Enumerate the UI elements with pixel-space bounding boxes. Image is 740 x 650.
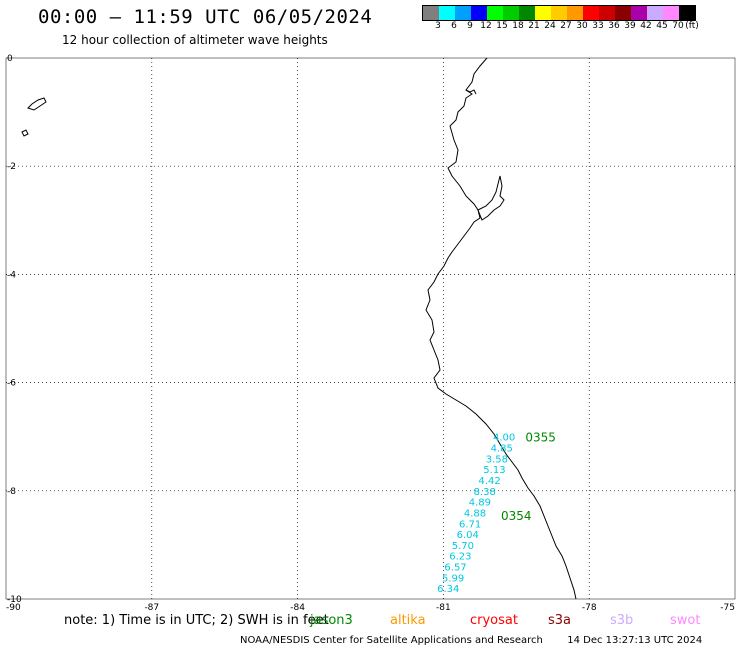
legend-label: 33 <box>592 21 604 31</box>
render-timestamp: 14 Dec 13:27:13 UTC 2024 <box>567 635 703 646</box>
legend-label: 12 <box>480 21 492 31</box>
track-time-label: 0354 <box>501 509 532 523</box>
wave-height-label: 5.13 <box>483 465 505 476</box>
legend-label: 27 <box>560 21 572 31</box>
wave-height-values: 4.004.853.585.134.428.384.894.886.716.04… <box>437 433 515 595</box>
legend-swatch <box>455 6 471 20</box>
wave-height-label: 5.99 <box>442 573 464 584</box>
page-title: 00:00 – 11:59 UTC 06/05/2024 <box>38 6 373 28</box>
satellite-name: jason3 <box>310 613 353 628</box>
lat-tick-label: -4 <box>7 270 16 280</box>
coastline-south-america <box>425 57 577 600</box>
legend-swatch <box>503 6 519 20</box>
wave-height-label: 4.88 <box>464 508 486 519</box>
legend-swatch <box>567 6 583 20</box>
wave-height-label: 4.42 <box>478 476 500 487</box>
lon-tick-label: -75 <box>720 603 735 610</box>
legend-swatch <box>679 6 695 20</box>
legend-label: 18 <box>512 21 524 31</box>
legend-label: 9 <box>467 21 473 31</box>
credit-org: NOAA/NESDIS Center for Satellite Applica… <box>240 635 543 646</box>
wave-height-label: 5.70 <box>452 541 474 552</box>
lat-tick-label: -10 <box>7 595 22 605</box>
coastline-gulf-of-guayaquil <box>477 175 505 221</box>
wave-height-label: 6.04 <box>457 530 479 541</box>
legend-unit: (ft) <box>685 21 699 31</box>
map-frame <box>5 57 736 600</box>
satellite-name: cryosat <box>470 613 518 628</box>
lat-tick-label: -2 <box>7 162 16 172</box>
lon-tick-label: -84 <box>290 603 305 610</box>
wave-height-label: 4.85 <box>491 444 513 455</box>
footer-note: note: 1) Time is in UTC; 2) SWH is in fe… <box>64 613 329 628</box>
lon-tick-label: -81 <box>436 603 451 610</box>
color-legend <box>422 5 696 21</box>
legend-label: 30 <box>576 21 588 31</box>
legend-swatch <box>551 6 567 20</box>
legend-label: 36 <box>608 21 620 31</box>
legend-label: 21 <box>528 21 540 31</box>
track-time-label: 0355 <box>525 431 556 445</box>
legend-label: 3 <box>435 21 441 31</box>
legend-swatch <box>615 6 631 20</box>
wave-height-label: 8.38 <box>474 487 496 498</box>
legend-swatch <box>471 6 487 20</box>
lon-tick-label: -87 <box>144 603 159 610</box>
legend-swatch <box>519 6 535 20</box>
credit-line: NOAA/NESDIS Center for Satellite Applica… <box>240 635 702 646</box>
legend-swatch <box>631 6 647 20</box>
legend-label: 42 <box>640 21 652 31</box>
lat-tick-label: -6 <box>7 379 16 389</box>
lat-tick-label: -8 <box>7 487 16 497</box>
legend-label: 45 <box>656 21 668 31</box>
lon-tick-label: -78 <box>582 603 597 610</box>
wave-height-label: 3.58 <box>486 454 508 465</box>
wave-height-label: 4.00 <box>493 433 515 444</box>
legend-label: 15 <box>496 21 508 31</box>
legend-swatch <box>423 6 439 20</box>
coastline-bay-detail <box>465 89 477 95</box>
legend-label: 24 <box>544 21 556 31</box>
island-isabela <box>27 97 47 111</box>
legend-swatch <box>439 6 455 20</box>
wave-height-label: 6.23 <box>449 552 471 563</box>
lon-tick-label: -90 <box>6 603 21 610</box>
legend-label: 70 <box>672 21 684 31</box>
legend-swatch <box>583 6 599 20</box>
coastline <box>425 57 577 600</box>
legend-swatch <box>663 6 679 20</box>
island-small <box>21 129 29 137</box>
legend-swatch <box>535 6 551 20</box>
satellite-name: s3a <box>548 613 572 628</box>
legend-swatch <box>487 6 503 20</box>
wave-height-label: 4.89 <box>469 498 491 509</box>
map-tick-labels: -90 -87 -84 -81 -78 -75 0 -2 -4 -6 -8 -10 <box>6 54 735 610</box>
altimeter-map: -90 -87 -84 -81 -78 -75 0 -2 -4 -6 -8 -10 4.004.853… <box>5 54 736 610</box>
galapagos-islands <box>21 97 47 137</box>
satellite-name: altika <box>390 613 426 628</box>
wave-height-label: 6.71 <box>459 519 481 530</box>
track-labels: 0355 0354 <box>501 431 556 523</box>
wave-height-label: 6.34 <box>437 584 459 595</box>
lat-tick-label: 0 <box>7 54 13 64</box>
legend-swatch <box>599 6 615 20</box>
page-subtitle: 12 hour collection of altimeter wave hei… <box>62 33 328 47</box>
satellite-name: s3b <box>610 613 634 628</box>
wave-height-label: 6.57 <box>444 563 466 574</box>
map-grid <box>6 58 735 599</box>
legend-label: 39 <box>624 21 636 31</box>
legend-swatch <box>647 6 663 20</box>
legend-label: 6 <box>451 21 457 31</box>
satellite-name: swot <box>670 613 701 628</box>
